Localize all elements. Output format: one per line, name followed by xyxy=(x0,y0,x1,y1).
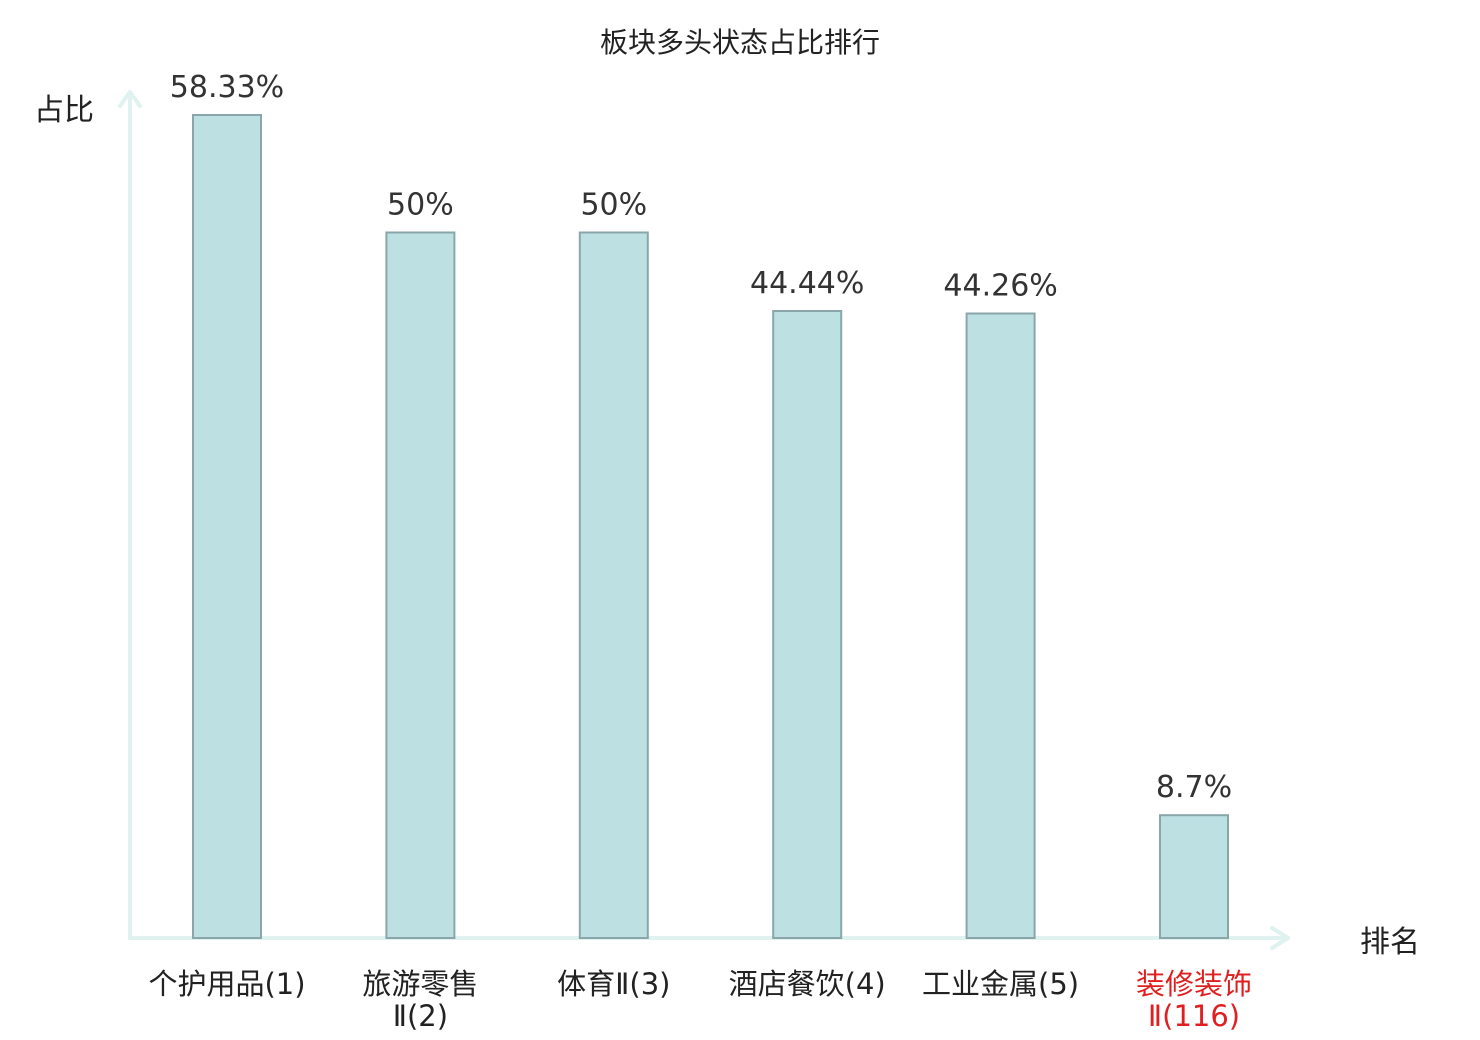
bar-4 xyxy=(965,312,1036,939)
category-label-1-line-1: Ⅱ(2) xyxy=(393,999,448,1033)
value-labels-group: 58.33% 50% 50% 44.44% 44.26% 8.7% xyxy=(170,70,1232,805)
category-label-4: 工业金属(5) xyxy=(922,967,1079,1001)
category-label-1-line-0: 旅游零售 xyxy=(362,967,478,1001)
bar-3 xyxy=(772,310,843,939)
category-label-5-line-1: Ⅱ(116) xyxy=(1148,999,1240,1033)
bars-group xyxy=(192,114,1229,940)
x-axis-label: 排名 xyxy=(1360,925,1420,960)
value-label-2: 50% xyxy=(580,188,647,223)
category-label-2: 体育Ⅱ(3) xyxy=(557,967,670,1001)
bar-0 xyxy=(192,114,262,939)
bar-2 xyxy=(578,231,649,939)
value-label-1: 50% xyxy=(387,188,454,223)
x-axis-arrow xyxy=(1270,926,1290,950)
category-label-5-line-0: 装修装饰 xyxy=(1136,967,1252,1001)
value-label-3: 44.44% xyxy=(750,266,864,301)
category-label-0: 个护用品(1) xyxy=(148,967,305,1001)
y-axis-arrow xyxy=(118,90,142,108)
value-label-5: 8.7% xyxy=(1156,770,1232,805)
category-label-3: 酒店餐饮(4) xyxy=(729,967,886,1001)
chart-title: 板块多头状态占比排行 xyxy=(600,26,880,59)
y-axis-label: 占比 xyxy=(34,93,94,128)
bar-5 xyxy=(1159,814,1229,940)
value-label-0: 58.33% xyxy=(170,70,284,105)
value-label-4: 44.26% xyxy=(943,269,1057,304)
bar-1 xyxy=(385,231,456,939)
